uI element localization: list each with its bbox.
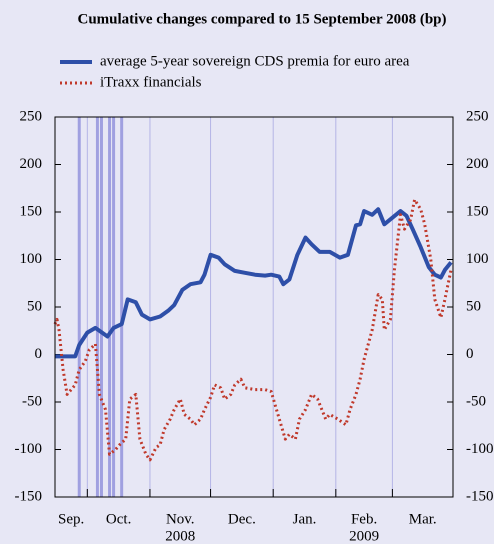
y-tick-label: 250 [20,108,43,124]
y2-tick-label: -50 [466,393,486,409]
y-tick-label: -100 [15,441,43,457]
y2-tick-label: 50 [466,298,481,314]
y2-tick-label: 200 [466,156,489,172]
year-label: 2009 [349,528,379,544]
series-line [53,198,453,462]
legend-label: iTraxx financials [100,74,202,90]
plot-frame [54,116,454,498]
x-tick-label: Jan. [293,511,317,527]
y-tick-label: -150 [15,488,43,504]
chart-title: Cumulative changes compared to 15 Septem… [77,11,446,27]
y2-tick-label: 0 [466,346,474,362]
y-tick-label: 200 [20,156,43,172]
series-line [55,207,453,359]
y2-tick-label: 250 [466,108,489,124]
x-tick-label: Oct. [106,511,131,527]
y2-tick-label: 100 [466,251,489,267]
year-label: 2008 [165,528,195,544]
x-tick-label: Nov. [166,511,195,527]
y-tick-label: 0 [35,346,43,362]
x-tick-label: Dec. [228,511,256,527]
y-tick-label: 150 [20,203,43,219]
y-tick-label: 100 [20,251,43,267]
x-tick-label: Feb. [351,511,377,527]
legend-label: average 5-year sovereign CDS premia for … [100,53,410,69]
y-tick-label: -50 [22,393,42,409]
x-tick-label: Mar. [409,511,437,527]
y-tick-label: 50 [27,298,42,314]
y2-tick-label: -100 [466,441,494,457]
y2-tick-label: -150 [466,488,494,504]
y2-tick-label: 150 [466,203,489,219]
x-tick-label: Sep. [58,511,84,527]
